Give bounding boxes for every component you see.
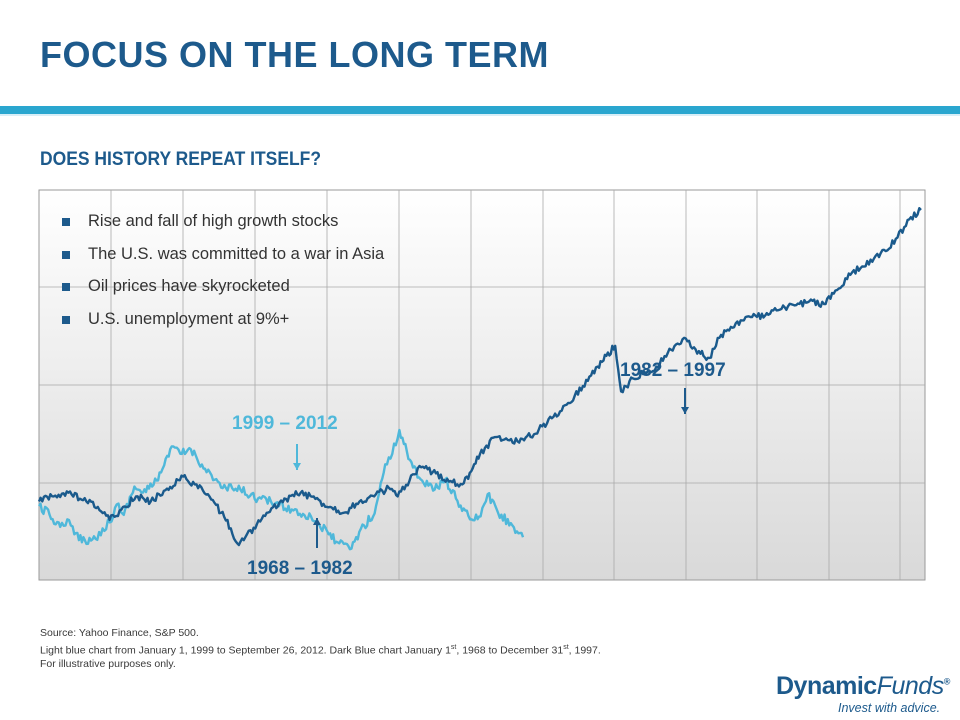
bullet-square-icon <box>62 315 70 324</box>
source-note: Source: Yahoo Finance, S&P 500. Light bl… <box>40 627 601 671</box>
bullet-text: Oil prices have skyrocketed <box>88 277 290 295</box>
bullet-text: U.S. unemployment at 9%+ <box>88 309 290 328</box>
page-title: FOCUS ON THE LONG TERM <box>40 34 549 75</box>
logo-brand-italic: Funds <box>876 672 944 700</box>
series-description: Light blue chart from January 1, 1999 to… <box>40 641 601 658</box>
logo-brand: Dynamic <box>776 672 877 700</box>
bullet-list: Rise and fall of high growth stocks The … <box>60 212 384 342</box>
desc-part: , 1997. <box>568 644 601 656</box>
arrow-up-icon <box>313 518 321 548</box>
bullet-square-icon <box>62 218 70 226</box>
desc-part: Light blue chart from January 1, 1999 to… <box>40 644 451 656</box>
bullet-item: Rise and fall of high growth stocks <box>60 212 384 245</box>
desc-part: , 1968 to December 31 <box>456 644 564 656</box>
source-line: Source: Yahoo Finance, S&P 500. <box>40 627 199 639</box>
superscript-st: st <box>450 643 457 651</box>
bullet-text: Rise and fall of high growth stocks <box>88 212 339 230</box>
illustrative-note: For illustrative purposes only. <box>40 657 176 670</box>
page-subtitle: DOES HISTORY REPEAT ITSELF? <box>40 149 322 170</box>
gridlines <box>39 190 925 580</box>
bullet-item: Oil prices have skyrocketed <box>60 277 384 310</box>
arrow-down-icon <box>293 444 301 470</box>
title-rule-shadow <box>0 114 960 116</box>
annotation-1999-2012: 1999 – 2012 <box>232 413 338 434</box>
annotation-1968-1982: 1968 – 1982 <box>247 558 353 579</box>
superscript-st: st <box>563 643 569 651</box>
title-rule <box>0 106 960 114</box>
arrow-down-icon <box>681 388 689 414</box>
bullet-square-icon <box>62 250 70 259</box>
series-lines <box>37 207 922 551</box>
logo-wordmark: DynamicFunds® <box>776 672 950 701</box>
annotation-arrows <box>293 388 689 548</box>
bullet-item: U.S. unemployment at 9%+ <box>60 310 384 343</box>
dynamic-funds-logo: DynamicFunds® Invest with advice. <box>776 672 950 718</box>
bullet-square-icon <box>62 283 70 291</box>
series-line-light-blue <box>37 428 525 551</box>
bullet-text: The U.S. was committed to a war in Asia <box>88 244 385 263</box>
bullet-item: The U.S. was committed to a war in Asia <box>60 245 384 278</box>
annotation-1982-1997: 1982 – 1997 <box>620 360 726 381</box>
logo-registered: ® <box>943 676 951 687</box>
logo-tagline: Invest with advice. <box>838 701 941 715</box>
series-line-dark-blue <box>37 207 922 547</box>
